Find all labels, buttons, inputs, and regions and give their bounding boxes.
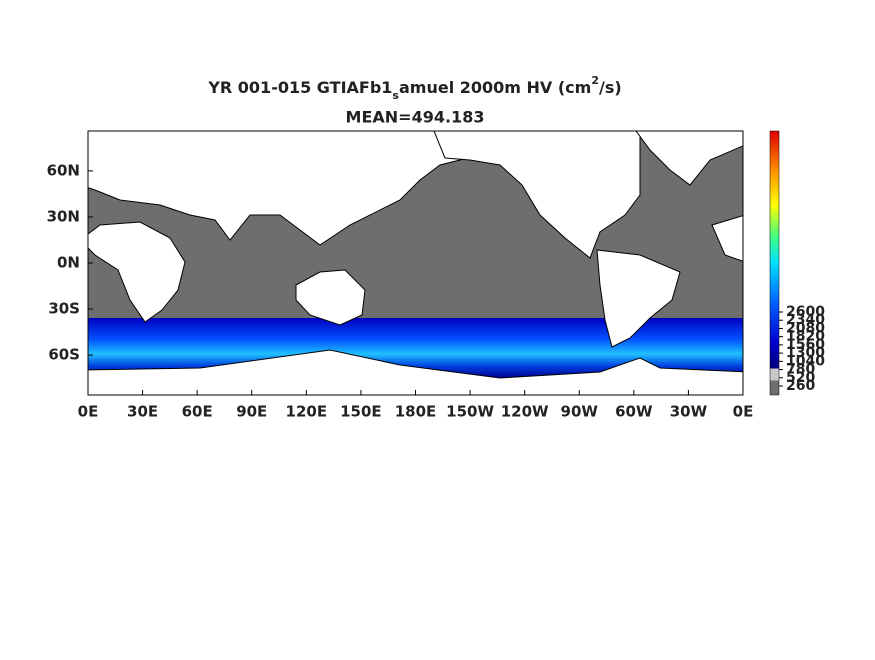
x-tick-label: 30E xyxy=(127,403,158,421)
x-tick-label: 150E xyxy=(340,403,382,421)
x-tick-label: 0E xyxy=(733,403,754,421)
subtitle: MEAN=494.183 xyxy=(346,108,485,127)
x-tick-label: 150W xyxy=(446,403,494,421)
colorbar-tick-label: 1820 xyxy=(786,329,825,345)
colorbar xyxy=(769,130,780,396)
map-field xyxy=(88,131,743,395)
title-part: YR 001-015 GTIAFb1 xyxy=(207,78,392,97)
title: YR 001-015 GTIAFb1samuel 2000m HV (cm2/s… xyxy=(207,74,621,102)
greenland xyxy=(635,131,743,186)
y-tick-label: 60S xyxy=(48,346,80,364)
colorbar-tick-label: 2600 xyxy=(786,304,825,320)
title-superscript: 2 xyxy=(591,74,599,87)
colorbar-tick-label: 780 xyxy=(786,362,815,378)
x-tick-label: 90W xyxy=(561,403,599,421)
title-part: amuel 2000m HV (cm xyxy=(399,78,591,97)
colorbar-tick-label: 1040 xyxy=(786,353,825,369)
x-tick-label: 30W xyxy=(670,403,708,421)
y-tick-label: 60N xyxy=(47,161,80,179)
colorbar-tick-label: 1560 xyxy=(786,337,825,353)
antarctica xyxy=(88,349,743,395)
colorbar-tick-label: 2080 xyxy=(786,320,825,336)
west-africa xyxy=(711,215,743,262)
colorbar-tick-label: 1300 xyxy=(786,345,825,361)
title-part: /s) xyxy=(599,78,622,97)
colorbar-tick-label: 2340 xyxy=(786,312,825,328)
y-tick-label: 0N xyxy=(57,254,80,272)
x-tick-label: 60W xyxy=(615,403,653,421)
x-tick-label: 120W xyxy=(501,403,549,421)
colorbar-tick-label: 520 xyxy=(786,370,815,386)
africa xyxy=(88,221,186,323)
title-subscript: s xyxy=(392,89,399,102)
colorbar-tick-label: 260 xyxy=(786,378,815,394)
australia xyxy=(295,269,366,326)
north-america xyxy=(433,131,641,259)
eurasia xyxy=(88,131,501,246)
x-tick-label: 60E xyxy=(182,403,213,421)
x-tick-label: 90E xyxy=(236,403,267,421)
y-tick-label: 30S xyxy=(48,300,80,318)
x-tick-label: 120E xyxy=(286,403,328,421)
south-america xyxy=(596,249,681,348)
x-tick-label: 180E xyxy=(395,403,437,421)
x-tick-label: 0E xyxy=(78,403,99,421)
y-tick-label: 30N xyxy=(47,207,80,225)
